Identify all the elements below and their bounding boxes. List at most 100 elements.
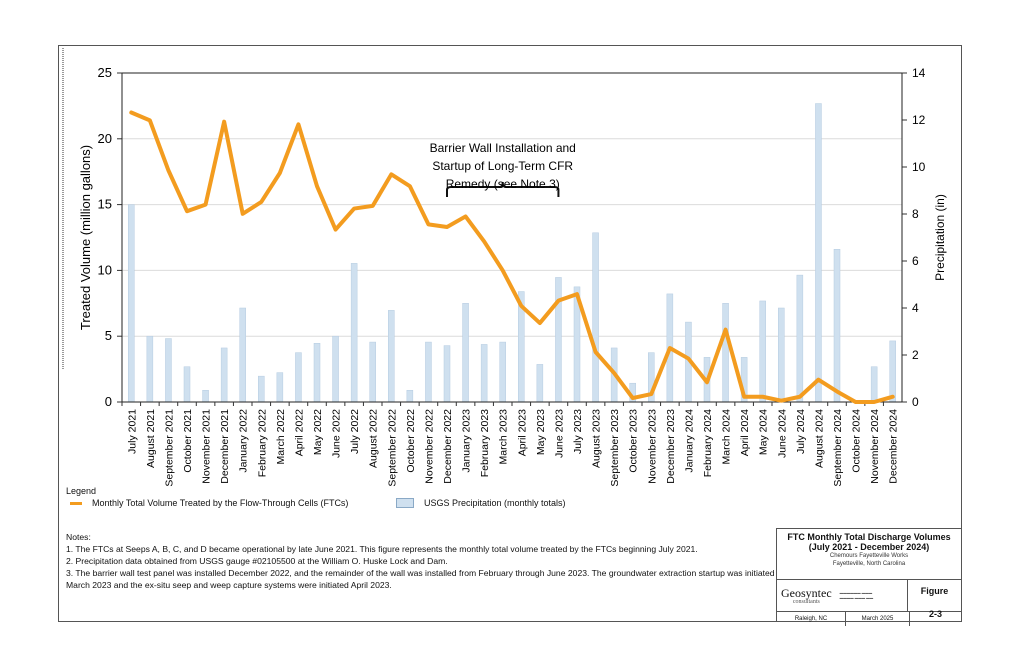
precip-bar [295,352,302,403]
left-axis-title: Treated Volume (million gallons) [78,145,93,330]
precip-bar [276,372,284,403]
x-tick-label: May 2024 [758,409,770,455]
notes-title: Notes: [66,532,91,542]
legend-line-swatch [70,501,82,505]
legend-bar-swatch [396,498,414,508]
x-tick-label: September 2022 [386,409,398,487]
x-tick-label: August 2021 [145,409,157,468]
precip-bar [239,307,246,403]
x-tick-label: July 2024 [795,409,807,454]
note-1: 1. The FTCs at Seeps A, B, C, and D beca… [66,544,698,554]
right-tick-label: 6 [912,254,919,268]
legend-item-line: Monthly Total Volume Treated by the Flow… [70,498,348,508]
x-tick-label: February 2024 [702,409,714,477]
x-tick-label: January 2023 [461,409,473,473]
x-tick-label: May 2022 [312,409,324,455]
precip-bar [462,303,469,403]
precip-bar [499,341,506,403]
precip-bar [425,341,432,403]
precip-bar [722,303,729,403]
site-name: Chemours Fayetteville Works [829,553,909,559]
note-2: 2. Precipitation data obtained from USGS… [66,556,448,566]
precip-bar [759,300,766,403]
x-tick-label: November 2023 [646,409,658,484]
office-location: Raleigh, NC [777,612,846,626]
note-3: 3. The barrier wall test panel was insta… [66,568,775,590]
precip-bar [350,263,358,403]
precip-bar [220,347,228,403]
x-tick-label: March 2022 [275,409,287,465]
x-tick-label: January 2022 [238,409,250,473]
x-tick-label: September 2021 [163,409,175,487]
left-tick-label: 15 [98,197,112,212]
geosyntec-logo: Geosyntec consultants ▬▬▬▬▬▬ ▬▬▬ ▬▬▬▬ ▬▬▬… [777,580,908,611]
precip-bar [183,366,191,403]
x-tick-label: December 2023 [665,409,677,484]
precip-bar [889,340,896,403]
precip-bar [555,277,562,403]
right-tick-label: 8 [912,207,919,221]
precip-bar [202,390,209,403]
x-tick-label: June 2022 [331,409,343,458]
right-tick-label: 0 [912,395,919,409]
right-tick-label: 4 [912,301,919,315]
precip-bar [406,390,414,403]
x-tick-label: October 2024 [851,409,863,473]
x-tick-label: August 2022 [368,409,380,468]
x-tick-label: September 2023 [609,409,621,487]
precip-bar [313,343,321,403]
precip-bar [443,345,451,403]
annotation-bracket [446,181,560,197]
x-tick-label: December 2021 [219,409,231,484]
x-tick-label: July 2023 [572,409,584,454]
left-tick-label: 5 [105,328,112,343]
x-tick-label: April 2022 [293,409,305,456]
precip-bar [165,338,172,403]
precip-bar [146,335,154,403]
annotation-text: Startup of Long-Term CFR [432,159,573,173]
x-tick-label: July 2021 [126,409,138,454]
precip-bar [332,335,339,403]
precip-bar [778,307,785,403]
x-tick-label: October 2021 [182,409,194,473]
x-tick-label: April 2023 [516,409,528,456]
treated-volume-line [129,110,895,404]
precip-bar [833,249,841,403]
precip-bar [480,344,488,403]
right-tick-label: 10 [912,160,926,174]
left-tick-label: 20 [98,131,112,146]
x-tick-label: November 2022 [423,409,435,484]
right-tick-label: 2 [912,348,919,362]
left-tick-label: 0 [105,394,112,409]
precip-bar [536,364,544,403]
x-tick-label: November 2021 [201,409,213,484]
left-tick-label: 25 [98,65,112,80]
x-tick-label: July 2022 [349,409,361,454]
x-tick-label: September 2024 [832,409,844,487]
logo-fine-print: ▬▬▬▬▬▬ ▬▬▬ ▬▬▬▬ ▬▬▬ ▬▬ [839,590,874,600]
precip-bar [258,375,265,403]
annotation-text: Barrier Wall Installation and [430,141,576,155]
legend-bar-label: USGS Precipitation (monthly totals) [424,498,566,508]
x-tick-label: May 2023 [535,409,547,455]
x-tick-label: June 2023 [553,409,565,458]
annotation-text: Remedy (see Note 3) [446,177,560,191]
x-tick-label: March 2023 [498,409,510,465]
precip-bar [128,204,135,403]
x-tick-label: December 2022 [442,409,454,484]
x-tick-label: November 2024 [869,409,881,484]
title-block: FTC Monthly Total Discharge Volumes (Jul… [776,528,962,626]
x-tick-label: April 2024 [739,409,751,456]
precip-bar [796,274,804,403]
left-tick-label: 10 [98,262,112,277]
precip-bar [369,341,376,403]
precip-bar [870,366,878,403]
precip-bar [815,103,822,403]
legend-title: Legend [66,486,97,496]
right-tick-label: 14 [912,66,926,80]
right-axis-title: Precipitation (in) [933,194,947,281]
site-location: Fayetteville, North Carolina [832,561,906,567]
x-tick-label: February 2022 [256,409,268,477]
x-tick-label: August 2024 [813,409,825,468]
